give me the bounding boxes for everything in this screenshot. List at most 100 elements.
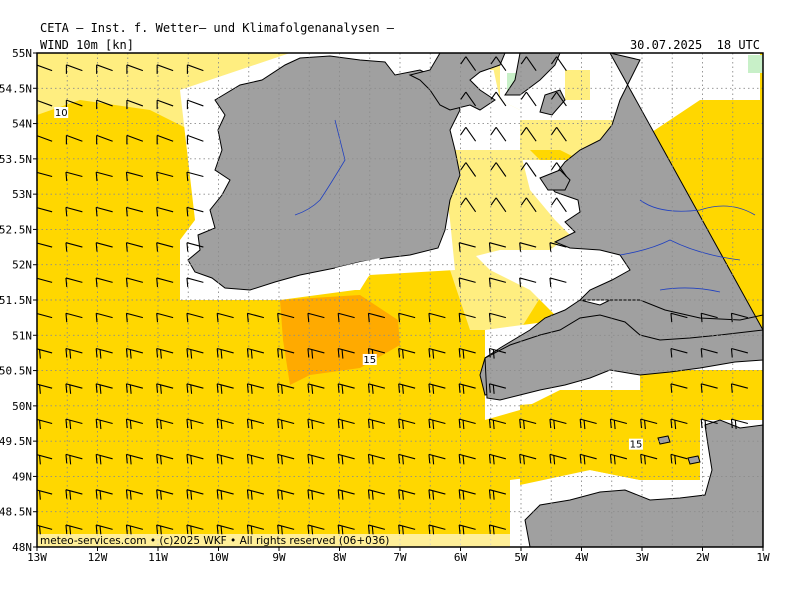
wind-barb-icon [125, 171, 144, 182]
lat-tick-label: 52.5N [0, 223, 32, 236]
wind-barb-icon [156, 277, 174, 287]
lon-tick-label: 12W [88, 551, 108, 564]
wind-barb-icon [460, 126, 477, 142]
wind-barb-icon [65, 134, 83, 145]
wind-barb-icon [65, 524, 83, 536]
wind-barb-icon [398, 418, 416, 430]
wind-barb-icon [37, 524, 53, 536]
wind-barb-icon [126, 64, 144, 74]
wind-barb-icon [337, 312, 355, 323]
wind-barb-icon [398, 347, 416, 359]
wind-barb-icon [337, 383, 355, 394]
wind-barb-icon [730, 418, 749, 430]
wind-barb-icon [186, 277, 204, 287]
land-anglesey [539, 169, 571, 191]
lon-tick-label: 7W [393, 551, 407, 564]
wind-barb-icon [307, 383, 325, 394]
land-france [524, 419, 763, 547]
wind-barb-icon [551, 197, 567, 213]
wind-barb-icon [216, 312, 234, 323]
wind-barb-icon [125, 312, 144, 323]
land-scotland-south [504, 53, 561, 96]
wind-barb-icon [125, 347, 144, 359]
weak-wind-area [37, 53, 290, 130]
wind-barb-icon [156, 64, 174, 74]
lat-tick-label: 53N [12, 188, 32, 201]
wind-barb-icon [488, 524, 507, 536]
wind-barb-icon [640, 418, 658, 430]
wind-barb-icon [428, 489, 446, 500]
wind-barb-icon [186, 383, 204, 394]
wind-barb-icon [519, 277, 537, 287]
wind-barb-icon [37, 454, 53, 465]
wind-barb-icon [488, 383, 507, 394]
wind-barb-icon [428, 312, 446, 323]
wind-barb-icon [367, 453, 386, 465]
lat-tick-label: 49N [12, 470, 32, 483]
wind-barb-icon [551, 126, 567, 142]
wind-barb-icon [126, 99, 144, 110]
wind-barb-icon [95, 206, 113, 217]
lat-tick-label: 55N [12, 47, 32, 60]
wind-barb-icon [246, 312, 265, 323]
wind-barb-icon [65, 453, 83, 465]
isotach-label: 10 [55, 108, 68, 119]
lat-tick-label: 51.5N [0, 294, 32, 307]
lat-tick-label: 50N [12, 400, 32, 413]
wind-barb-icon [460, 91, 477, 107]
land-ireland [187, 55, 461, 291]
wind-barb-icon [186, 206, 204, 217]
wind-barb-icon [460, 162, 477, 177]
wind-barb-icon [126, 134, 144, 145]
wind-barb-icon [216, 383, 234, 394]
wind-barb-icon [156, 347, 174, 359]
wind-barb-icon [307, 489, 325, 500]
copyright-footer: meteo-services.com • (c)2025 WKF • All r… [40, 535, 389, 547]
wind-barb-icon [398, 312, 416, 323]
lat-tick-label: 51N [12, 329, 32, 342]
wind-barb-icon [337, 489, 355, 500]
wind-barb-icon [37, 242, 53, 252]
wind-barb-icon [95, 171, 113, 182]
wind-barb-icon [186, 453, 204, 465]
wind-barb-icon [277, 489, 295, 500]
wind-barb-icon [398, 489, 416, 500]
wind-barb-icon [460, 56, 477, 71]
wind-barb-icon [156, 206, 174, 217]
wind-barb-icon [65, 489, 83, 500]
wind-barb-icon [549, 453, 567, 465]
wind-barb-icon [670, 418, 688, 430]
wind-barb-icon [670, 383, 688, 393]
wind-barbs [37, 56, 749, 536]
wind-barb-icon [216, 489, 234, 500]
wind-barb-icon [700, 312, 718, 323]
wind-barb-icon [307, 347, 325, 359]
wind-barb-icon [428, 418, 446, 430]
wind-barb-icon [95, 453, 113, 465]
wind-barb-icon [95, 524, 113, 536]
wind-barb-icon [37, 489, 53, 500]
wind-barb-icon [490, 91, 507, 107]
wind-barb-icon [246, 489, 265, 500]
wind-barb-icon [458, 347, 476, 359]
wind-barb-icon [95, 312, 113, 323]
wind-barb-icon [579, 418, 597, 430]
wind-barb-icon [398, 383, 416, 394]
lat-tick-label: 48.5N [0, 506, 32, 519]
wind-barb-icon [65, 418, 83, 430]
wind-barb-icon [490, 162, 507, 177]
lat-tick-label: 53.5N [0, 153, 32, 166]
land-isle-of-man [539, 89, 566, 116]
wind-barb-icon [37, 64, 53, 72]
wind-barb-icon [125, 242, 144, 252]
wind-barb-icon [520, 197, 537, 213]
wind-barb-icon [458, 453, 476, 465]
wind-barb-icon [458, 277, 476, 287]
wind-barb-icon [579, 453, 597, 465]
wind-barb-icon [609, 418, 628, 430]
wind-barb-icon [488, 453, 507, 465]
wind-barb-icon [125, 418, 144, 430]
wind-barb-icon [458, 312, 476, 323]
wind-barb-icon [216, 418, 234, 430]
wind-barb-icon [186, 312, 204, 323]
